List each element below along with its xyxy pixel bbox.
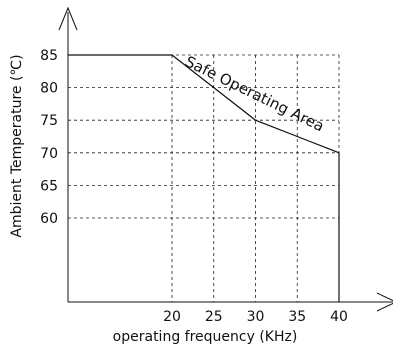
x-tick-label-35: 35 xyxy=(288,309,306,325)
series-layer xyxy=(68,54,340,302)
axis-layer xyxy=(58,6,393,312)
y-tick-label-60: 60 xyxy=(40,211,58,227)
x-tick-label-30: 30 xyxy=(247,309,265,325)
y-tick-label-75: 75 xyxy=(40,113,58,129)
y-tick-label-65: 65 xyxy=(40,178,58,194)
grid-layer xyxy=(68,54,340,302)
y-tick-label-85: 85 xyxy=(40,48,58,64)
x-tick-label-20: 20 xyxy=(163,309,181,325)
annotation-safe-operating-area: Safe Operating Area xyxy=(182,52,327,135)
x-tick-label-40: 40 xyxy=(330,309,348,325)
tick-layer: 60 65 70 75 80 85 20 25 30 35 40 xyxy=(40,48,348,325)
x-axis-label: operating frequency (KHz) xyxy=(113,329,298,345)
y-tick-label-70: 70 xyxy=(40,146,58,162)
x-axis-arrow-icon xyxy=(376,292,393,312)
y-axis-label: Ambient Temperature (℃) xyxy=(9,54,25,237)
x-tick-label-25: 25 xyxy=(205,309,223,325)
series-line-0 xyxy=(68,54,340,302)
y-tick-label-80: 80 xyxy=(40,81,58,97)
y-axis-arrow-icon xyxy=(58,6,78,31)
